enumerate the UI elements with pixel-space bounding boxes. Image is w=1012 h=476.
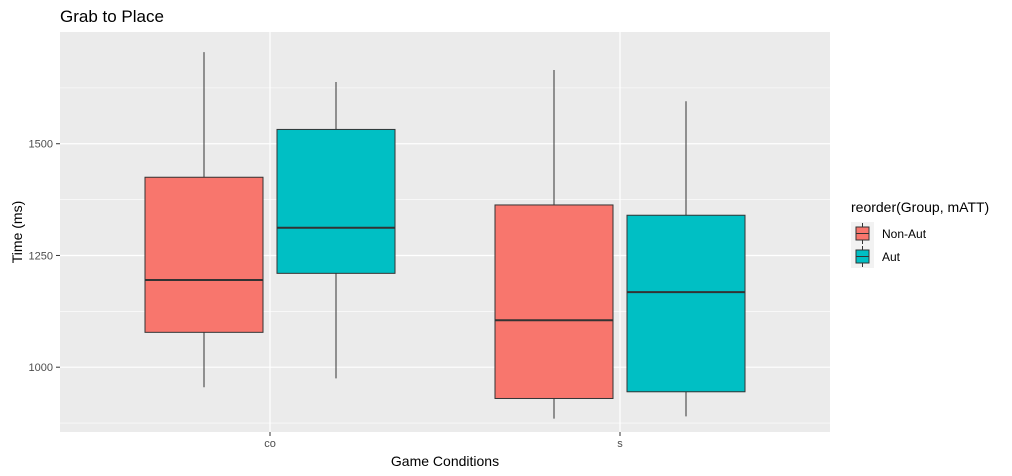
legend-label: Aut bbox=[882, 250, 901, 264]
x-axis-label: Game Conditions bbox=[391, 453, 499, 469]
legend-title: reorder(Group, mATT) bbox=[851, 199, 989, 215]
box-aut-s bbox=[626, 101, 746, 417]
box-aut-co bbox=[276, 82, 396, 379]
box-iqr bbox=[494, 204, 614, 399]
box-iqr bbox=[144, 176, 264, 333]
box-iqr bbox=[626, 214, 746, 393]
box-iqr bbox=[276, 128, 396, 274]
legend: reorder(Group, mATT) Non-Aut Aut bbox=[851, 199, 989, 268]
y-tick-label: 1250 bbox=[29, 250, 53, 262]
legend-label: Non-Aut bbox=[882, 227, 927, 241]
boxes bbox=[144, 52, 746, 419]
box-non-aut-s bbox=[494, 69, 614, 419]
y-tick-label: 1500 bbox=[29, 139, 53, 151]
y-axis-label: Time (ms) bbox=[9, 201, 25, 263]
legend-item: Aut bbox=[851, 245, 901, 268]
axes: 1000 1250 1500 co s bbox=[29, 139, 624, 450]
x-tick-label: s bbox=[617, 438, 623, 450]
legend-item: Non-Aut bbox=[851, 222, 927, 245]
box-non-aut-co bbox=[144, 52, 264, 388]
y-tick-label: 1000 bbox=[29, 362, 53, 374]
x-tick-label: co bbox=[264, 438, 276, 450]
legend-items: Non-Aut Aut bbox=[851, 222, 927, 268]
chart-title: Grab to Place bbox=[60, 7, 164, 26]
